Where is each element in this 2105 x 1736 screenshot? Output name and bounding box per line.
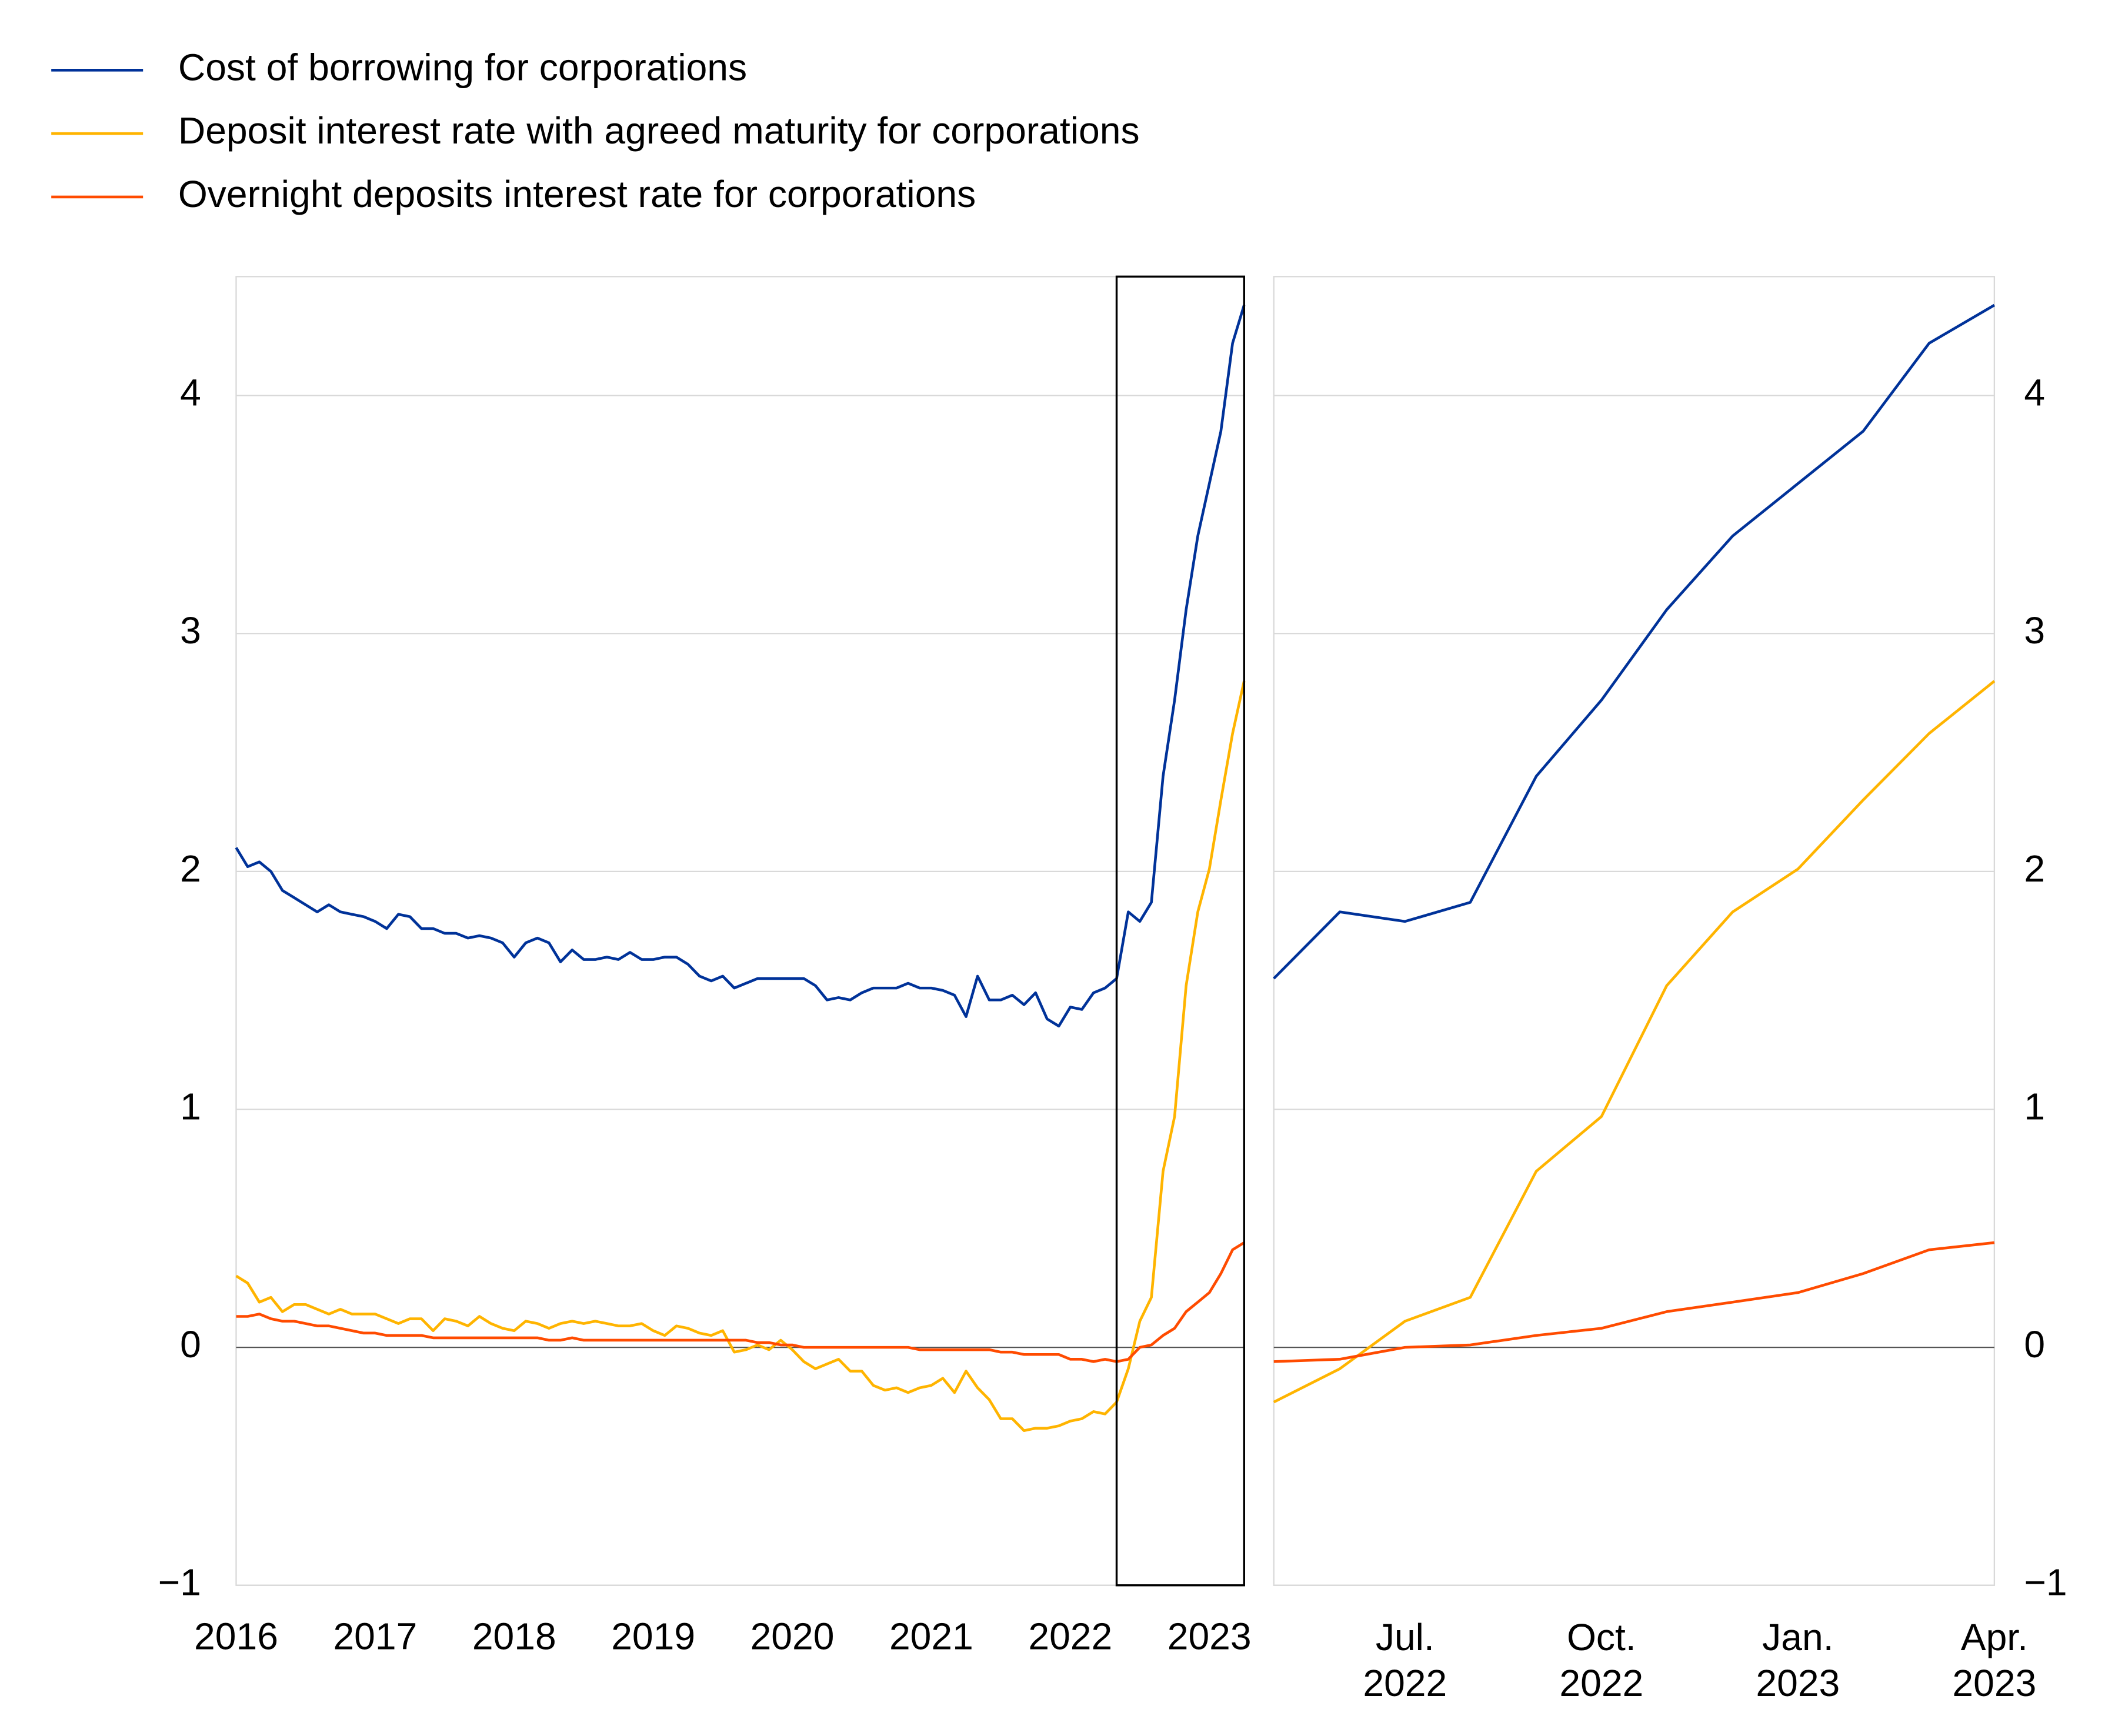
legend-label: Overnight deposits interest rate for cor… xyxy=(178,173,976,215)
y-tick-label: 4 xyxy=(180,372,201,414)
y-tick-label: 3 xyxy=(180,609,201,652)
y-tick-label: −1 xyxy=(2024,1561,2067,1604)
zoom-box xyxy=(1115,275,1246,1587)
x-tick-label: 2022 xyxy=(1028,1615,1112,1657)
x-tick-label: 2021 xyxy=(889,1615,973,1657)
x-tick-label-box: Jul. 2022 xyxy=(1363,1616,1447,1704)
legend-label: Cost of borrowing for corporations xyxy=(178,46,747,88)
y-tick-label: −1 xyxy=(158,1561,201,1604)
x-tick-label: Apr. 2023 xyxy=(1952,1616,2037,1704)
x-tick-label: 2017 xyxy=(333,1615,417,1657)
y-tick-label: 2 xyxy=(2024,847,2045,890)
x-tick-label: 2018 xyxy=(472,1615,556,1657)
y-tick-label: 1 xyxy=(2024,1085,2045,1127)
x-tick-label: 2016 xyxy=(194,1615,278,1657)
y-tick-label: 0 xyxy=(180,1323,201,1366)
x-tick-label-box: Oct. 2022 xyxy=(1559,1616,1644,1704)
series-line xyxy=(1273,680,1996,1404)
x-tick-label-box: Jan. 2023 xyxy=(1756,1616,1840,1704)
series-line xyxy=(1273,1241,1995,1363)
y-tick-label: 2 xyxy=(180,847,201,890)
series-line xyxy=(235,680,1246,1433)
plot-frame xyxy=(235,276,1245,1586)
x-tick-label: 2019 xyxy=(611,1615,695,1657)
x-tick-label-box: Apr. 2023 xyxy=(1952,1616,2037,1704)
y-tick-label: 3 xyxy=(2024,609,2045,652)
series-line xyxy=(236,1241,1245,1363)
x-tick-label: Jan. 2023 xyxy=(1756,1616,1840,1704)
plot-frame xyxy=(1273,276,1996,1586)
series-line xyxy=(235,305,1246,1028)
x-tick-label: Oct. 2022 xyxy=(1559,1616,1644,1704)
x-tick-label: Jul. 2022 xyxy=(1363,1616,1447,1704)
y-tick-label: 4 xyxy=(2024,372,2045,414)
y-tick-label: 1 xyxy=(180,1085,201,1127)
x-tick-label: 2020 xyxy=(750,1615,835,1657)
series-line xyxy=(1273,303,1996,980)
x-tick-label: 2023 xyxy=(1167,1615,1252,1657)
y-tick-label: 0 xyxy=(2024,1323,2045,1366)
legend-label: Deposit interest rate with agreed maturi… xyxy=(178,109,1140,152)
